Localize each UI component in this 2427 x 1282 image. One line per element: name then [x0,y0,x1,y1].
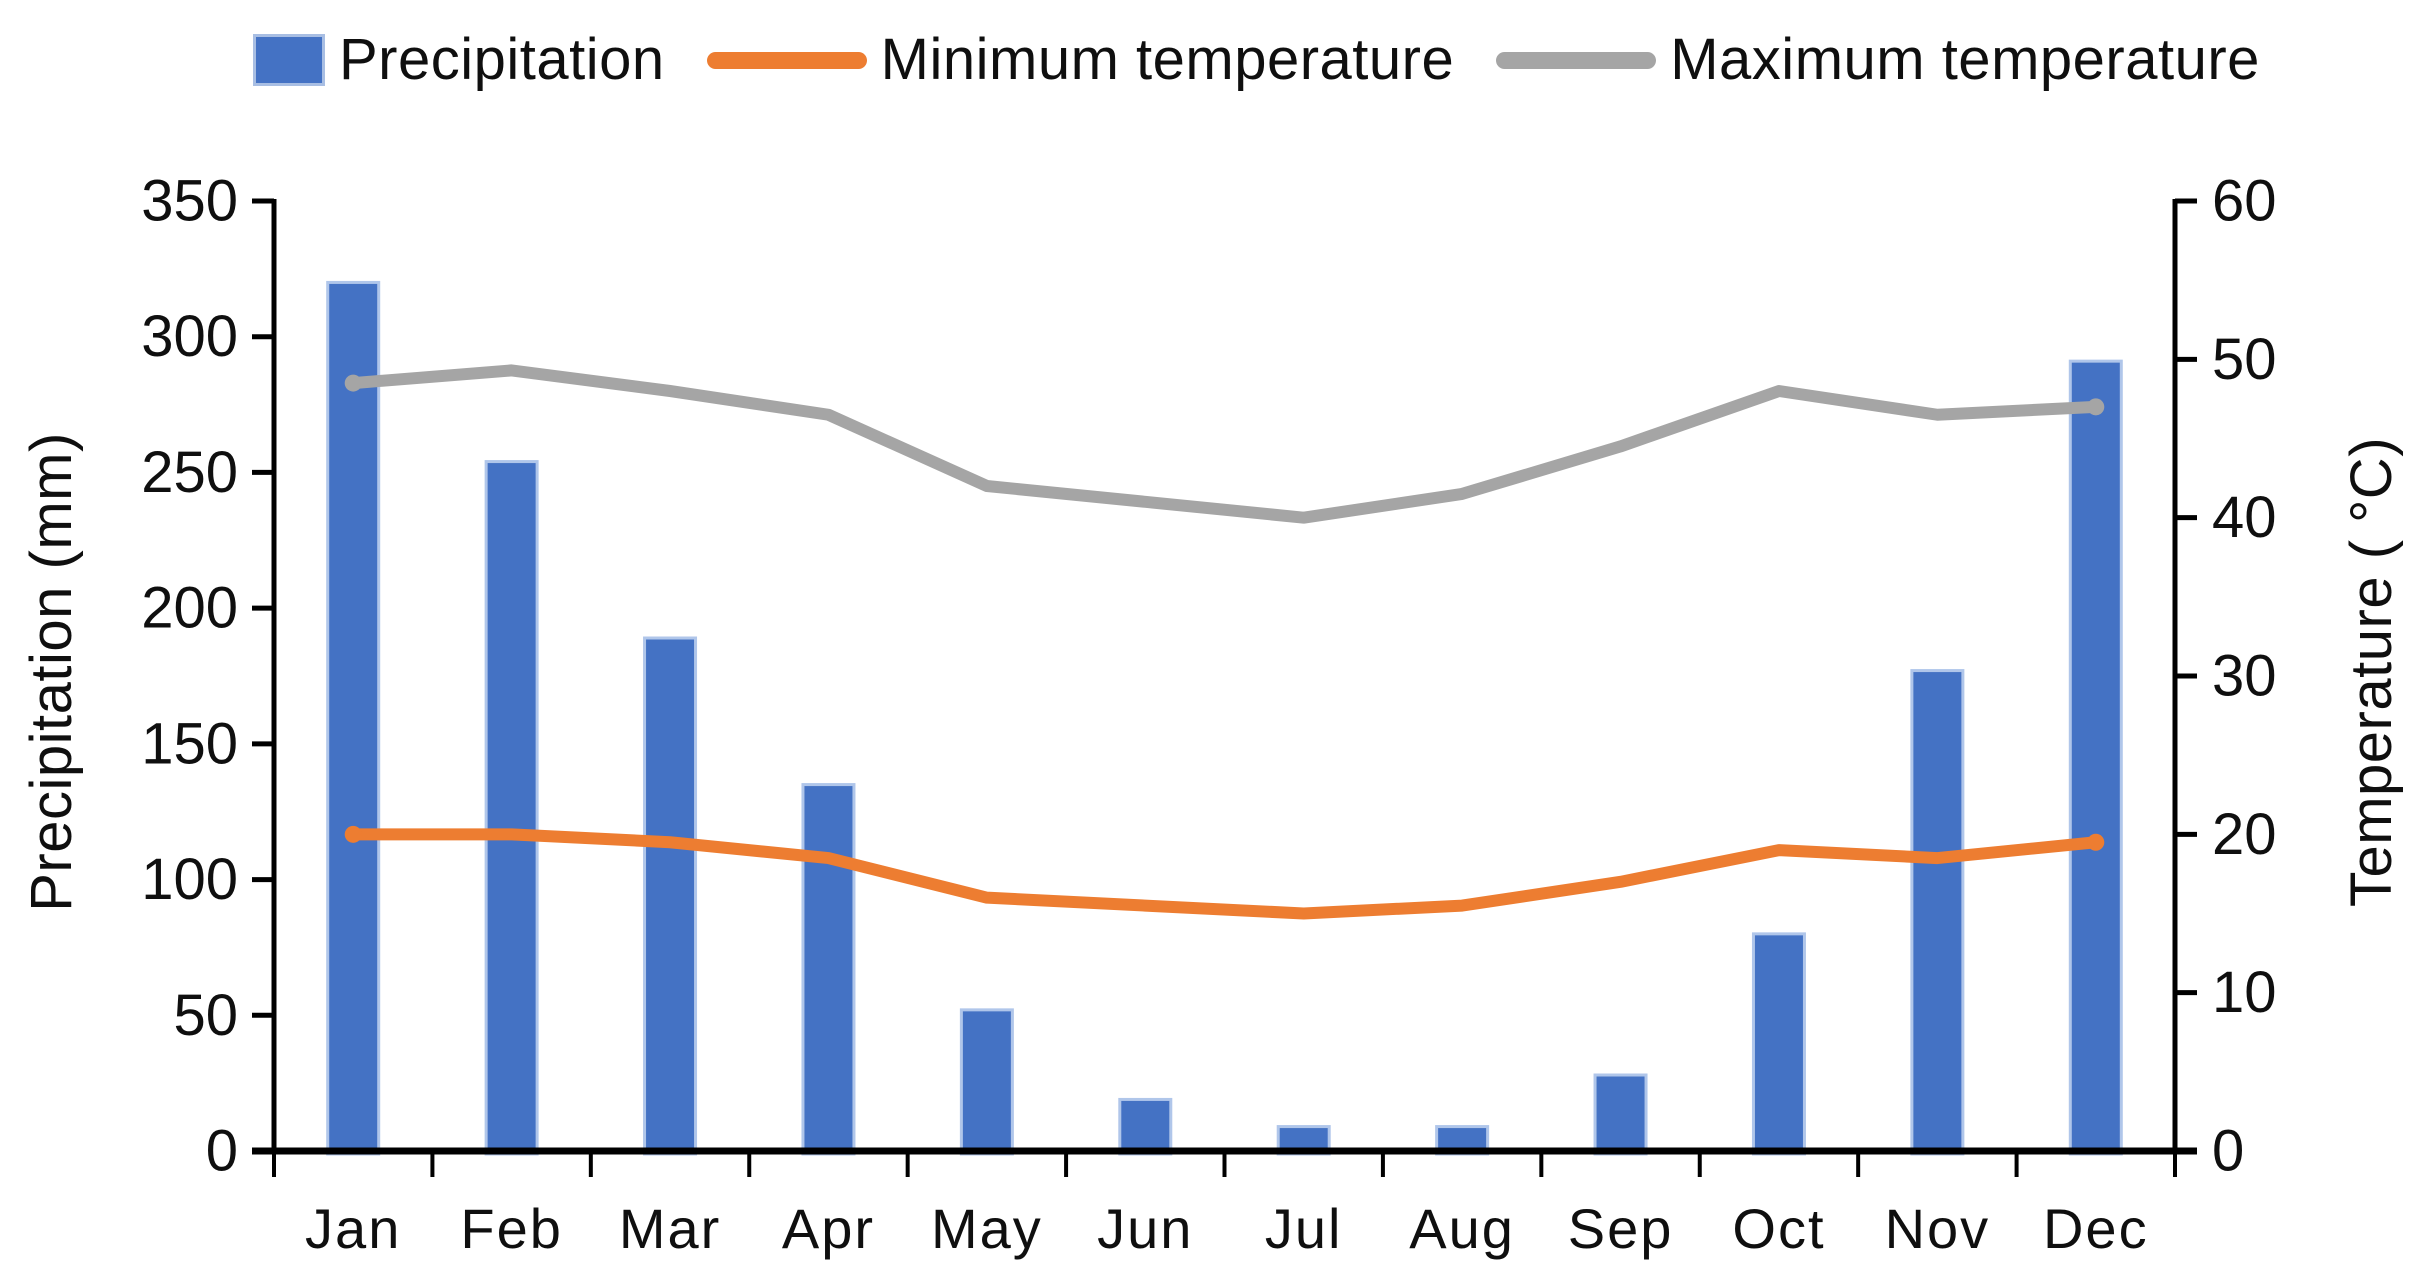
right-tick-label: 30 [2212,644,2277,709]
minimum-temperature-start-cap [344,825,362,843]
month-label-jun: Jun [1097,1197,1193,1260]
left-tick-label: 100 [141,847,238,912]
month-label-nov: Nov [1885,1197,1991,1260]
precipitation-swatch-icon [253,34,325,86]
bar-sep [1593,1073,1648,1156]
right-tick-label: 50 [2212,327,2277,392]
left-tick-label: 150 [141,711,238,776]
maximum-temperature-line [347,364,2102,524]
right-tick-label: 10 [2212,960,2277,1025]
legend-item-max-temperature: Maximum temperature [1496,31,2260,89]
month-label-jan: Jan [305,1197,401,1260]
left-axis-title: Precipitation (mm) [19,432,84,912]
month-label-oct: Oct [1732,1197,1825,1260]
bar-apr [801,783,856,1156]
month-label-jul: Jul [1265,1197,1343,1260]
right-axis-title: Temperature ( °C) [2339,436,2404,908]
right-tick-label: 20 [2212,802,2277,867]
bar-jun [1118,1097,1173,1156]
left-tick-label: 0 [206,1119,238,1184]
bar-feb [484,460,539,1156]
month-label-apr: Apr [782,1197,875,1260]
legend-item-min-temperature: Minimum temperature [706,27,1455,92]
bar-may [959,1008,1014,1156]
month-label-feb: Feb [460,1197,563,1260]
bar-mar [643,636,698,1156]
month-label-mar: Mar [619,1197,721,1260]
month-label-may: May [931,1197,1043,1260]
month-label-aug: Aug [1409,1197,1515,1260]
max-temperature-swatch-icon [1496,51,1657,69]
chart-legend: Precipitation Minimum temperature Maximu… [253,28,2260,92]
minimum-temperature-end-cap [2087,833,2105,851]
left-tick-label: 250 [141,440,238,505]
left-tick-label: 350 [141,169,238,234]
maximum-temperature-end-cap [2087,398,2105,416]
minimum-temperature-line [347,828,2102,920]
month-label-dec: Dec [2043,1197,2149,1260]
bar-nov [1910,669,1965,1156]
month-label-sep: Sep [1568,1197,1674,1260]
left-tick-label: 200 [141,576,238,641]
bar-dec [2068,359,2123,1156]
legend-item-precipitation: Precipitation [253,31,665,89]
left-tick-label: 50 [173,983,238,1048]
legend-label-min-temperature: Minimum temperature [880,27,1455,92]
maximum-temperature-start-cap [344,374,362,392]
legend-label-precipitation: Precipitation [339,27,665,92]
bar-jan [326,280,381,1156]
right-tick-label: 0 [2212,1119,2244,1184]
min-temperature-swatch-icon [706,51,867,69]
bar-oct [1751,932,1806,1156]
right-tick-label: 60 [2212,169,2277,234]
legend-label-max-temperature: Maximum temperature [1670,27,2260,92]
right-tick-label: 40 [2212,485,2277,550]
left-tick-label: 300 [141,304,238,369]
